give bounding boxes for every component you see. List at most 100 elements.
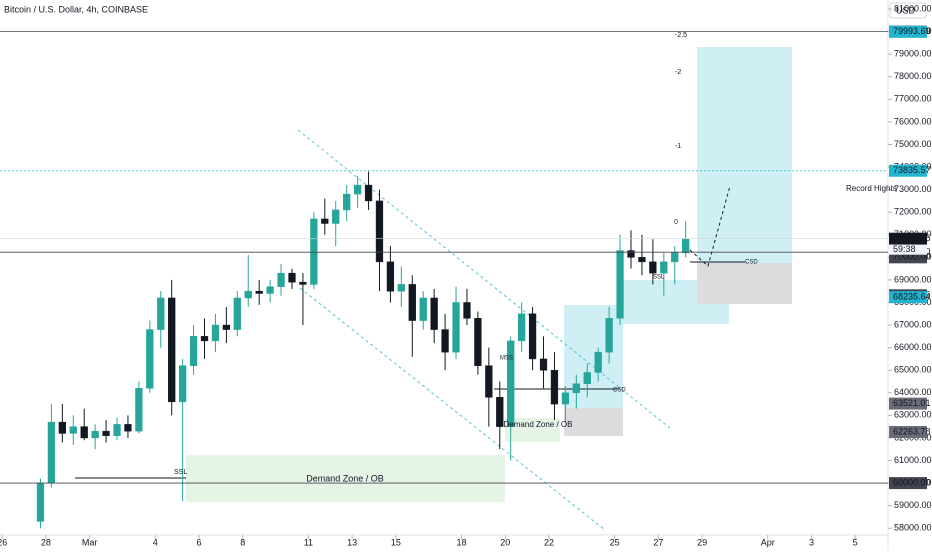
y-tick-label: 69000.00 <box>894 274 932 284</box>
candle-body <box>233 297 241 330</box>
candle-body <box>211 324 220 342</box>
annotation: 0 <box>674 219 678 226</box>
channel-line <box>299 287 606 531</box>
candle-body <box>419 297 427 321</box>
long-position-target <box>697 47 792 263</box>
candle-body <box>528 313 537 360</box>
x-tick-label: 6 <box>197 537 202 547</box>
chart-title: Bitcoin / U.S. Dollar, 4h, COINBASE <box>4 4 148 14</box>
candle-body <box>288 272 296 283</box>
candle-body <box>277 272 285 287</box>
price-label-box <box>889 397 927 410</box>
x-tick-label: 8 <box>240 537 245 547</box>
candle-body <box>364 184 373 202</box>
candle-body <box>463 302 471 319</box>
annotation: -1 <box>675 143 681 150</box>
candle-body <box>353 184 362 195</box>
x-tick-label: 22 <box>544 537 554 547</box>
x-tick-label: 18 <box>456 537 466 547</box>
y-tick-label: 58000.00 <box>894 523 932 533</box>
candle-body <box>69 426 77 434</box>
y-tick-label: 72000.00 <box>894 207 932 217</box>
candle-body <box>266 286 274 294</box>
candle-body <box>605 318 613 353</box>
countdown-box <box>889 244 927 255</box>
candle-body <box>255 290 263 294</box>
annotation: Record Hights <box>846 184 897 193</box>
candle-body <box>386 261 395 292</box>
price-label: 70825.95 <box>893 233 931 243</box>
candle-body <box>157 297 165 330</box>
candle-body <box>397 284 405 292</box>
candle-body <box>58 421 66 434</box>
annotation: -2 <box>675 69 681 76</box>
candle-body <box>430 297 438 330</box>
candle-body <box>375 200 384 263</box>
y-tick-label: 77000.00 <box>894 94 932 104</box>
candle-body <box>441 329 449 353</box>
candle-body <box>474 318 482 366</box>
candle-body <box>561 392 570 405</box>
candle-body <box>518 313 526 342</box>
candle-body <box>343 193 351 211</box>
candle-body <box>36 482 45 522</box>
candle-body <box>321 218 329 224</box>
long-position-stop <box>697 263 792 304</box>
x-tick-label: 20 <box>500 537 510 547</box>
y-tick-label: 65000.00 <box>894 365 932 375</box>
currency: USD <box>896 5 916 15</box>
x-tick-label: Apr <box>761 537 775 547</box>
candle-body <box>671 252 679 263</box>
annotation: CSD <box>613 388 626 394</box>
y-tick-label: 75000.00 <box>894 139 932 149</box>
candle-body <box>113 424 121 436</box>
channel-line <box>297 129 671 429</box>
candle-body <box>244 290 252 299</box>
x-tick-label: Mar <box>82 537 98 547</box>
candle-body <box>452 302 460 353</box>
candle-body <box>222 324 231 330</box>
annotation: Demand Zone / OB <box>306 473 384 483</box>
candle-body <box>649 261 657 274</box>
annotation: -2.5 <box>675 32 687 39</box>
candle-body <box>485 365 493 398</box>
x-tick-label: 4 <box>153 537 158 547</box>
price-label: 79993.69 <box>893 26 931 36</box>
price-label: 60000.00 <box>893 477 931 487</box>
x-tick-label: 11 <box>304 537 313 547</box>
price-label-box <box>889 477 927 490</box>
candle-body <box>408 284 416 321</box>
y-tick-label: 78000.00 <box>894 71 932 81</box>
y-tick-label: 66000.00 <box>894 342 932 352</box>
price-label-box <box>889 25 927 38</box>
y-tick-label: 63000.00 <box>894 410 932 420</box>
y-tick-label: 67000.00 <box>894 319 932 329</box>
currency-box[interactable] <box>889 2 927 19</box>
y-tick-label: 79000.00 <box>894 49 932 59</box>
candle-body <box>572 383 580 394</box>
candle-body <box>496 397 504 427</box>
y-tick-label: 64000.00 <box>894 387 932 397</box>
candle-body <box>332 209 340 224</box>
price-label: 62263.78 <box>893 426 931 436</box>
x-tick-label: 3 <box>809 537 814 547</box>
y-tick-label: 73000.00 <box>894 184 932 194</box>
demand-zone <box>186 455 505 502</box>
candle-body <box>91 430 99 439</box>
candle-body <box>146 329 154 389</box>
y-tick-label: 61000.00 <box>894 455 932 465</box>
x-tick-label: 28 <box>41 537 51 547</box>
price-label: 70000.00 <box>893 252 931 262</box>
candle-body <box>124 424 132 432</box>
candle-body <box>616 250 624 319</box>
annotation: SSL <box>174 469 187 476</box>
candle-body <box>299 281 307 285</box>
price-label: 63521.01 <box>893 398 931 408</box>
candle-body <box>135 388 143 432</box>
x-tick-label: 15 <box>391 537 401 547</box>
candle-body <box>47 421 56 484</box>
annotation: Demand Zone / OB <box>504 420 573 429</box>
candle-body <box>583 372 591 385</box>
long-position-stop <box>564 408 623 436</box>
